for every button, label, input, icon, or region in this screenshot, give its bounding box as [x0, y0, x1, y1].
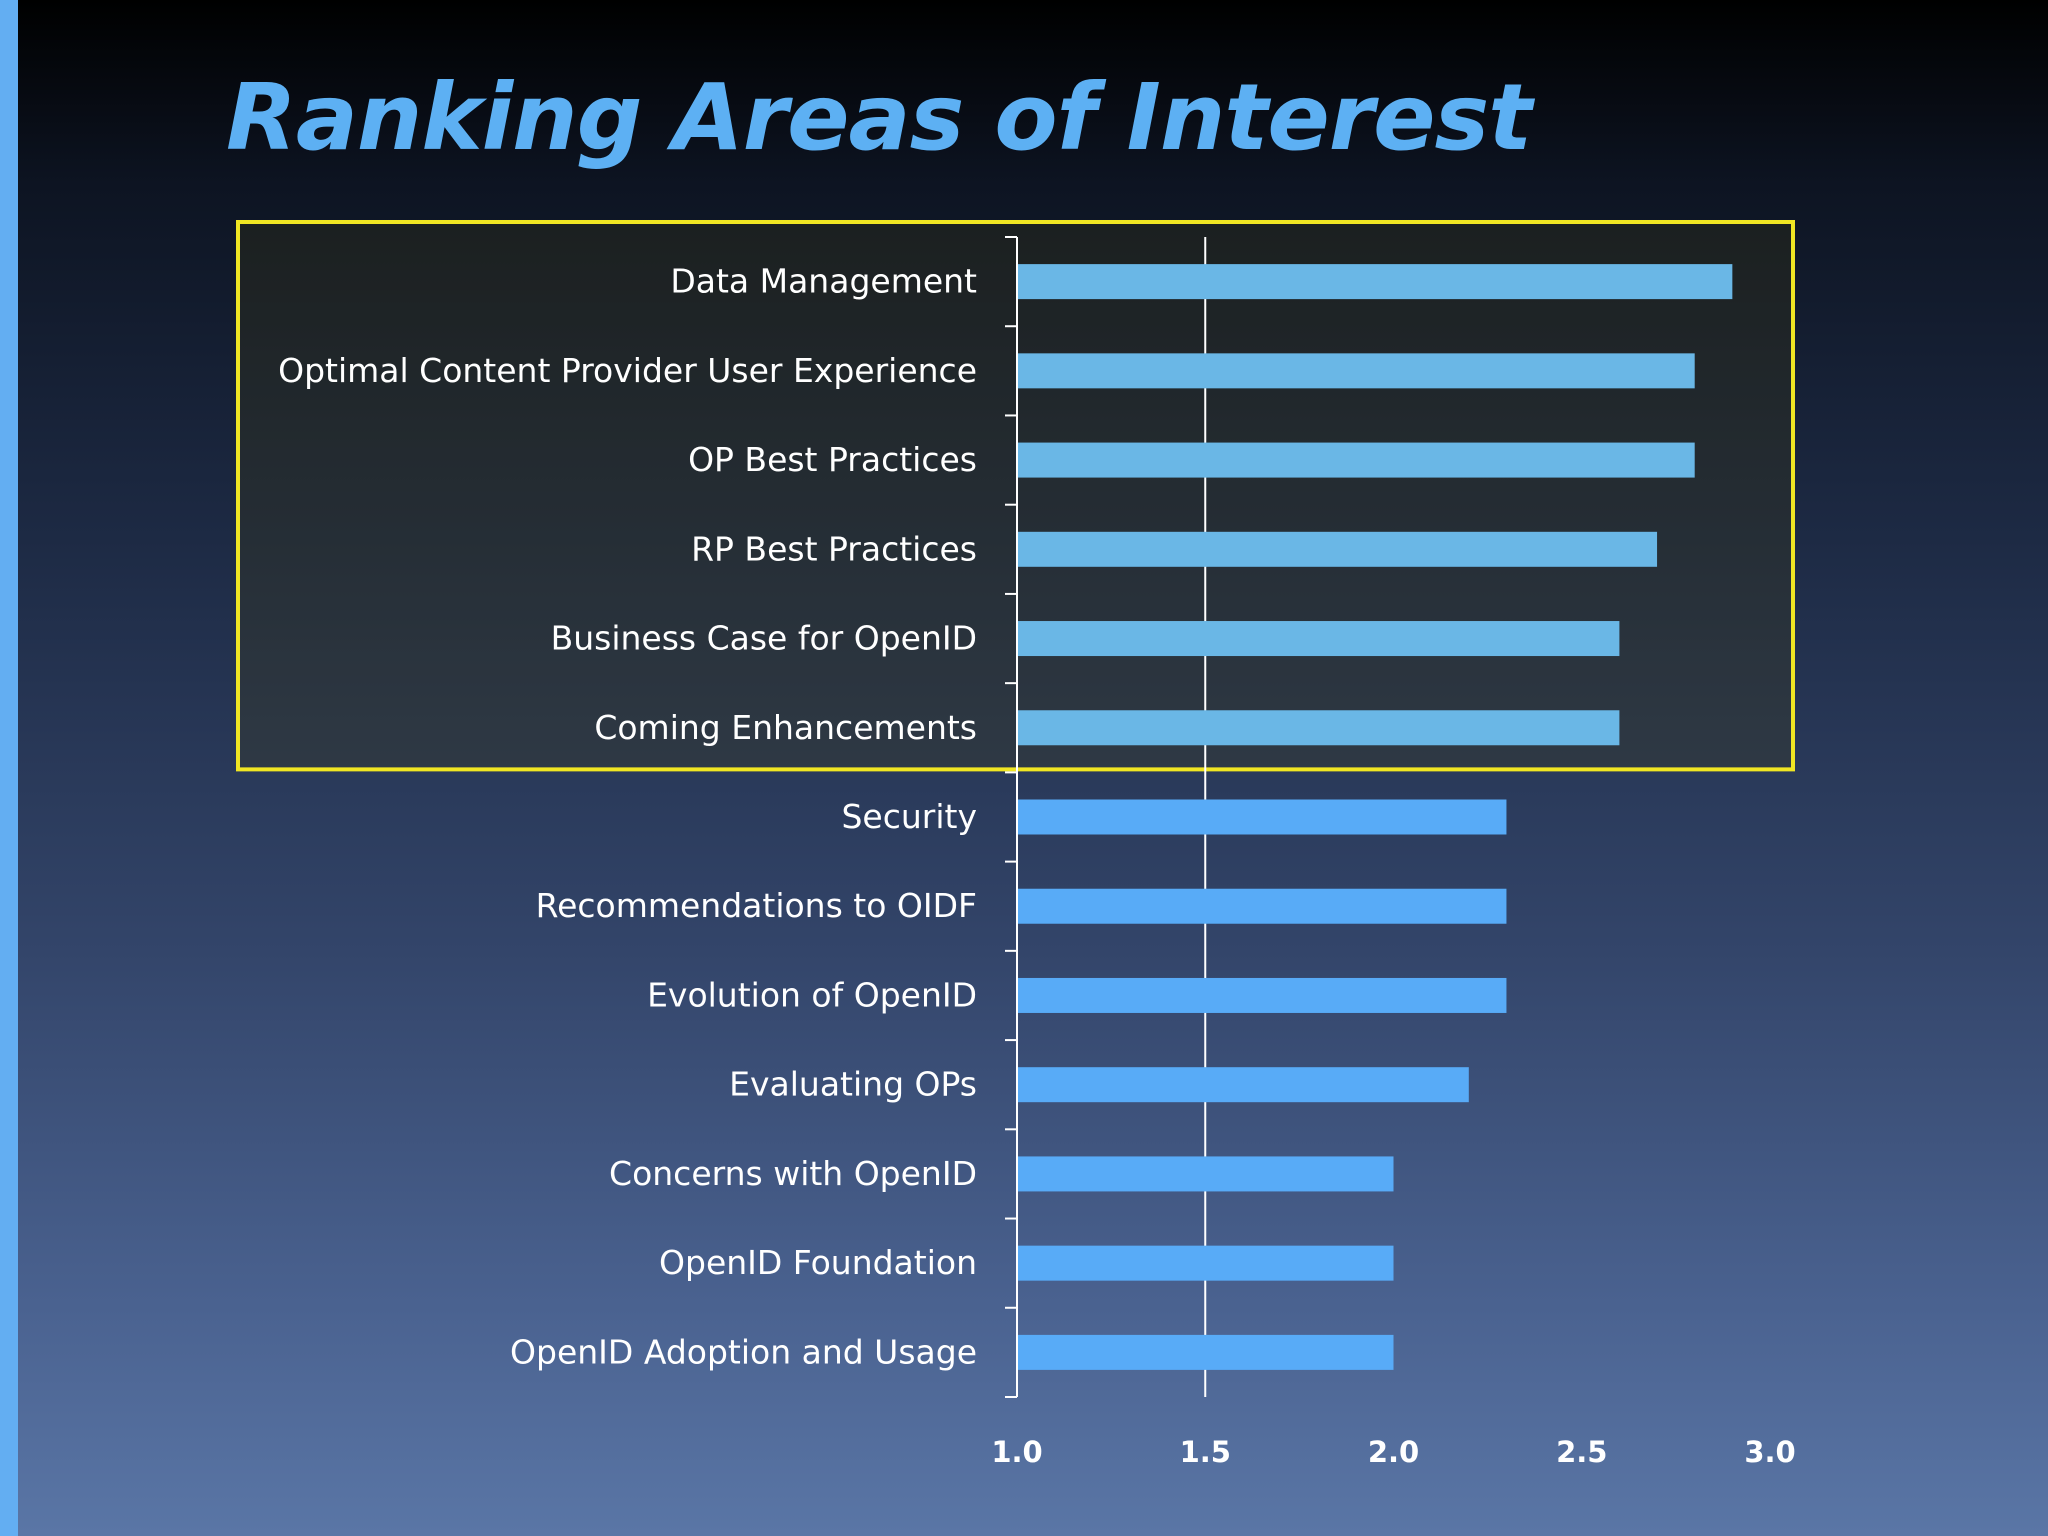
axis-layer: 1.0 1.5 2.0 2.5 3.0: [991, 236, 1796, 1469]
left-accent-stripe: [0, 0, 18, 1536]
bar-6: [1017, 710, 1620, 746]
category-label: Coming Enhancements: [594, 708, 977, 747]
bar-11: [1017, 1156, 1394, 1192]
category-label: OpenID Foundation: [659, 1243, 977, 1282]
highlight-layer: [236, 220, 1795, 772]
bar-9: [1017, 977, 1507, 1013]
bar-8: [1017, 888, 1507, 924]
x-tick-label: 3.0: [1744, 1435, 1795, 1469]
bar-layer: [1017, 264, 1733, 1370]
category-label-layer: Data Management Optimal Content Provider …: [278, 262, 977, 1372]
category-label: Evaluating OPs: [729, 1065, 977, 1104]
slide-title: Ranking Areas of Interest: [226, 64, 1532, 171]
category-label: RP Best Practices: [691, 529, 977, 568]
bar-4: [1017, 531, 1658, 567]
bar-7: [1017, 799, 1507, 835]
bar-5: [1017, 621, 1620, 657]
category-label: Recommendations to OIDF: [536, 886, 977, 925]
x-tick-label: 1.0: [991, 1435, 1042, 1469]
category-label: Concerns with OpenID: [609, 1154, 977, 1193]
category-label: Security: [841, 797, 977, 836]
category-label: OP Best Practices: [688, 440, 977, 479]
category-label: Optimal Content Provider User Experience: [278, 351, 977, 390]
bar-10: [1017, 1067, 1469, 1103]
bar-3: [1017, 442, 1695, 478]
bar-2: [1017, 353, 1695, 389]
bar-1: [1017, 264, 1733, 300]
category-label: OpenID Adoption and Usage: [510, 1332, 977, 1371]
x-tick-label: 1.5: [1180, 1435, 1231, 1469]
bar-13: [1017, 1334, 1394, 1370]
category-label: Business Case for OpenID: [551, 619, 977, 658]
category-label: Data Management: [670, 262, 977, 301]
bar-12: [1017, 1245, 1394, 1281]
x-tick-label: 2.5: [1556, 1435, 1607, 1469]
highlight-box: [236, 220, 1795, 772]
category-label: Evolution of OpenID: [647, 975, 977, 1014]
x-tick-label: 2.0: [1368, 1435, 1419, 1469]
